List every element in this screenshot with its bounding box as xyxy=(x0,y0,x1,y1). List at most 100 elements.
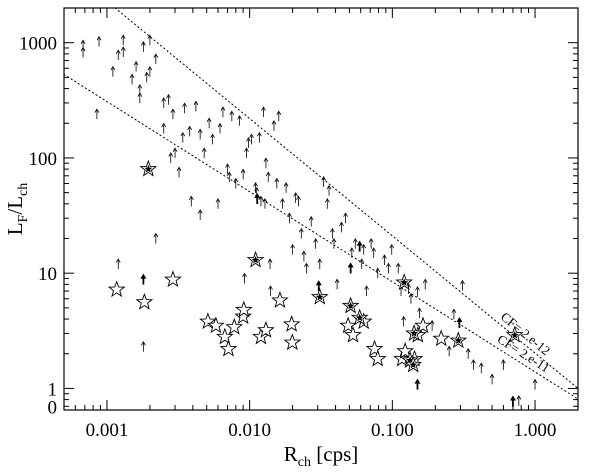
upper-limit-arrow xyxy=(415,285,420,297)
arrow-head xyxy=(283,182,289,187)
upper-limit-arrow xyxy=(326,184,332,196)
upper-limit-arrow xyxy=(478,362,484,374)
upper-limit-arrow xyxy=(324,197,330,209)
upper-limit-arrow xyxy=(331,237,337,249)
upper-limit-arrow xyxy=(359,258,365,270)
arrow-head xyxy=(254,193,261,199)
arrow-head xyxy=(257,131,262,137)
upper-limit-arrow xyxy=(313,237,318,249)
upper-limit-arrow xyxy=(471,359,476,370)
arrow-head xyxy=(153,53,159,58)
filled-star-marker xyxy=(341,296,360,314)
star-core xyxy=(346,301,355,310)
arrow-head xyxy=(170,108,176,113)
arrow-head xyxy=(253,182,258,187)
open-star-marker xyxy=(164,270,182,288)
arrow-head xyxy=(220,106,226,111)
open-star-marker xyxy=(215,327,234,345)
open-star-marker xyxy=(368,349,387,367)
arrow-head xyxy=(408,292,414,298)
bold-limit-arrow xyxy=(140,273,147,285)
upper-limit-arrow xyxy=(386,262,391,274)
arrow-head xyxy=(471,359,476,364)
y-tick-label: 10 xyxy=(38,264,57,285)
arrow-head xyxy=(304,262,309,268)
filled-star-marker xyxy=(404,355,423,373)
arrow-head xyxy=(225,163,230,168)
upper-limit-arrow xyxy=(287,212,292,224)
open-star-marker xyxy=(271,291,289,308)
bold-limit-arrow xyxy=(315,280,322,292)
upper-limit-arrow xyxy=(153,232,159,244)
upper-limit-arrow xyxy=(170,108,176,120)
upper-limit-arrow xyxy=(261,106,266,118)
upper-limit-arrow xyxy=(334,278,340,290)
open-star-marker xyxy=(365,339,384,357)
arrow-head xyxy=(347,262,354,268)
upper-limit-arrow xyxy=(226,171,232,183)
upper-limit-arrow xyxy=(268,285,273,297)
arrow-head xyxy=(161,97,167,102)
upper-limit-arrow xyxy=(94,108,100,120)
upper-limit-arrow xyxy=(115,49,121,61)
arrow-head xyxy=(254,186,260,192)
arrow-head xyxy=(274,177,280,183)
arrow-head xyxy=(176,166,182,172)
upper-limit-arrow xyxy=(375,267,381,279)
arrow-head xyxy=(389,243,395,249)
filled-star-marker xyxy=(405,324,423,341)
arrow-head xyxy=(94,108,100,113)
upper-limit-arrow xyxy=(225,163,230,175)
reference-line xyxy=(64,73,578,400)
upper-limit-arrow xyxy=(115,258,121,270)
x-tick-label: 0.010 xyxy=(228,420,271,441)
upper-limit-arrow xyxy=(451,308,457,320)
arrow-head xyxy=(197,128,203,134)
arrow-head xyxy=(293,192,298,197)
upper-limit-arrow xyxy=(290,243,295,255)
arrow-head xyxy=(187,125,193,131)
arrow-head xyxy=(144,71,150,77)
arrow-head xyxy=(96,35,102,41)
upper-limit-arrow xyxy=(330,227,335,239)
arrow-head xyxy=(417,307,422,312)
arrow-head xyxy=(244,147,249,152)
arrow-head xyxy=(215,197,221,203)
upper-limit-arrow xyxy=(249,133,254,145)
arrow-head xyxy=(321,176,326,181)
arrow-head xyxy=(115,49,121,54)
arrow-head xyxy=(287,212,292,217)
filled-star-marker xyxy=(310,287,329,305)
upper-limit-arrow xyxy=(166,93,171,105)
arrow-head xyxy=(262,197,268,203)
arrow-head xyxy=(168,152,174,157)
arrow-head xyxy=(386,262,391,268)
upper-limit-arrow xyxy=(516,395,522,406)
bold-limit-arrow xyxy=(456,316,463,328)
arrow-head xyxy=(414,378,421,384)
upper-limit-arrow xyxy=(532,378,538,390)
data-points xyxy=(80,34,538,407)
upper-limit-arrow xyxy=(317,258,323,270)
arrow-head xyxy=(352,237,358,243)
upper-limit-arrow xyxy=(343,212,348,224)
arrow-head xyxy=(343,212,348,217)
open-star-marker xyxy=(135,292,154,310)
open-star-marker xyxy=(234,307,252,325)
arrow-head xyxy=(339,221,344,227)
bold-limit-arrow xyxy=(356,240,363,252)
x-tick-label: 1.000 xyxy=(514,420,557,441)
arrow-head xyxy=(326,184,332,190)
upper-limit-arrow xyxy=(206,117,212,129)
arrow-head xyxy=(80,39,86,44)
open-star-marker xyxy=(234,300,253,318)
arrow-head xyxy=(217,122,223,128)
arrow-head xyxy=(290,243,295,249)
upper-limit-arrow xyxy=(242,272,247,284)
arrow-head xyxy=(120,34,126,39)
upper-limit-arrow xyxy=(263,157,269,169)
upper-limit-arrow xyxy=(401,315,406,327)
upper-limit-arrow xyxy=(201,147,207,159)
open-star-marker xyxy=(344,325,362,343)
open-star-marker xyxy=(282,315,301,332)
